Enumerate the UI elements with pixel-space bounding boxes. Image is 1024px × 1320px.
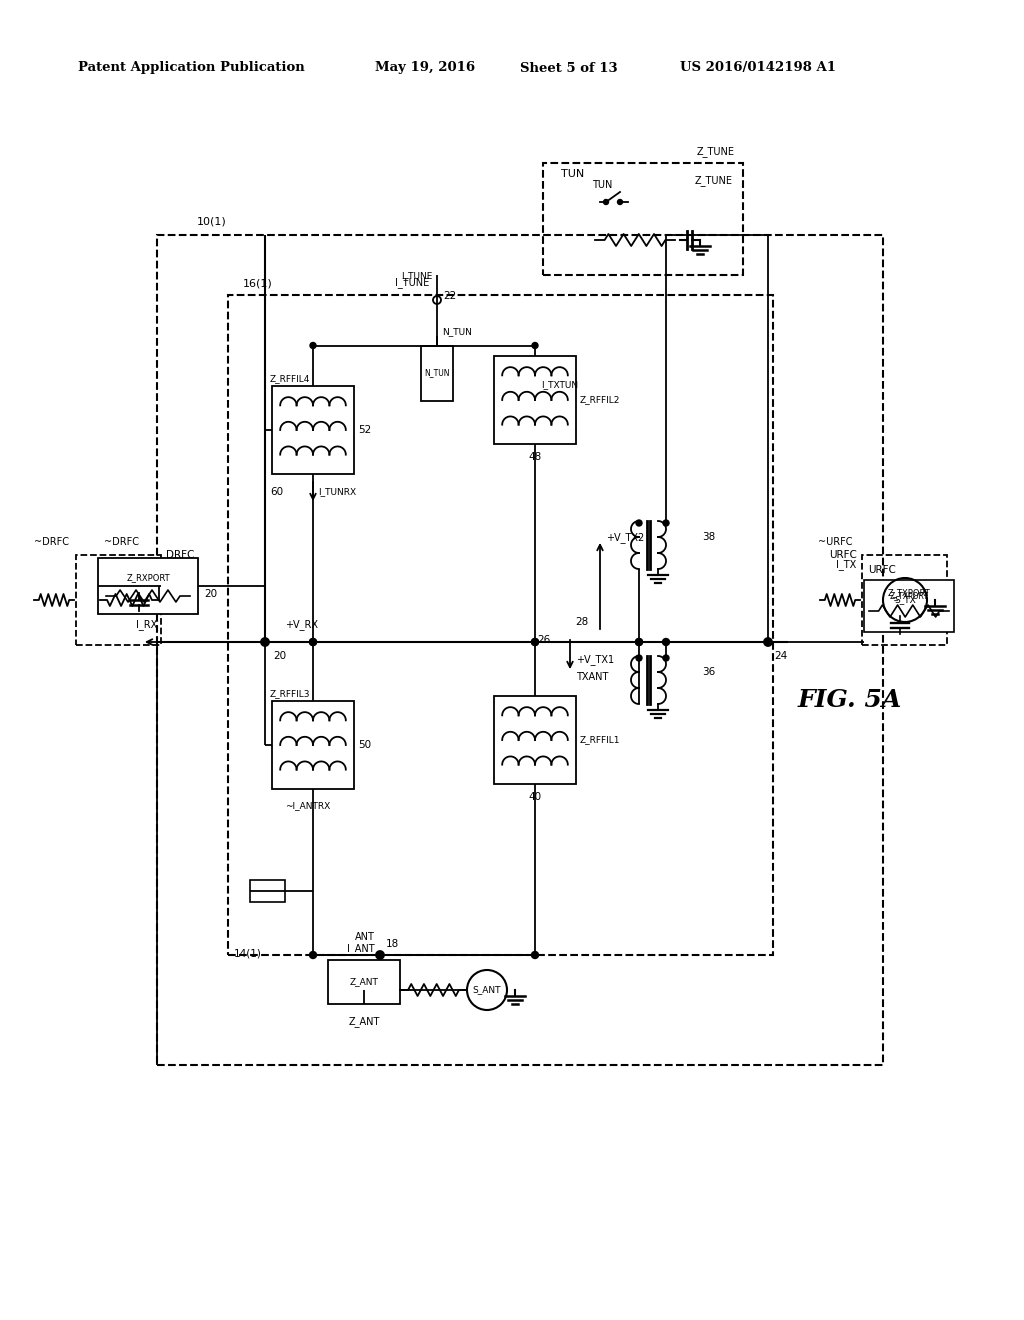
Text: 20: 20 <box>273 651 286 661</box>
Text: S_TX: S_TX <box>894 595 915 605</box>
Text: 48: 48 <box>528 451 542 462</box>
Text: FIG. 5A: FIG. 5A <box>798 688 902 711</box>
Bar <box>157 235 883 1065</box>
Circle shape <box>765 639 771 645</box>
Text: 50: 50 <box>358 741 371 750</box>
Text: Z_RXPORT: Z_RXPORT <box>126 573 170 582</box>
Text: 22: 22 <box>443 290 457 301</box>
Bar <box>421 346 453 400</box>
Text: 36: 36 <box>702 667 715 677</box>
Text: 10(1): 10(1) <box>197 216 226 227</box>
Text: +V_TX2: +V_TX2 <box>606 532 644 544</box>
Text: I_RX: I_RX <box>136 619 158 630</box>
Text: 40: 40 <box>528 792 542 803</box>
Text: 24: 24 <box>774 651 787 661</box>
Text: 26: 26 <box>537 635 550 645</box>
Text: ~URFC: ~URFC <box>818 537 853 546</box>
Text: May 19, 2016: May 19, 2016 <box>375 62 475 74</box>
Text: Z_TXPORT: Z_TXPORT <box>890 591 929 601</box>
Text: S_ANT: S_ANT <box>473 986 502 994</box>
Text: DRFC: DRFC <box>166 550 195 560</box>
Text: 60: 60 <box>270 487 283 498</box>
Text: N_TUN: N_TUN <box>442 327 472 337</box>
Bar <box>494 696 575 784</box>
Text: Z_TUNE: Z_TUNE <box>697 147 735 157</box>
Text: I_TUNE: I_TUNE <box>400 271 432 280</box>
Text: URFC: URFC <box>868 565 896 576</box>
Text: Z_RFFIL4: Z_RFFIL4 <box>270 374 310 383</box>
Bar <box>228 294 773 954</box>
Circle shape <box>531 639 539 645</box>
Text: Z_ANT: Z_ANT <box>348 1016 380 1027</box>
Bar <box>98 558 198 614</box>
Circle shape <box>309 639 316 645</box>
Text: US 2016/0142198 A1: US 2016/0142198 A1 <box>680 62 836 74</box>
Text: 38: 38 <box>702 532 715 543</box>
Circle shape <box>663 520 669 525</box>
Text: TUN: TUN <box>561 169 585 180</box>
Circle shape <box>309 952 316 958</box>
Bar <box>272 385 354 474</box>
Text: TUN: TUN <box>592 180 612 190</box>
Circle shape <box>531 952 539 958</box>
Bar <box>250 880 285 902</box>
Circle shape <box>663 639 670 645</box>
Text: ANT: ANT <box>355 932 375 942</box>
Bar <box>543 162 743 275</box>
Text: Z_RFFIL3: Z_RFFIL3 <box>270 689 310 698</box>
Text: +V_TX1: +V_TX1 <box>575 655 614 665</box>
Text: Z_TUNE: Z_TUNE <box>695 176 733 186</box>
Text: Z_RFFIL1: Z_RFFIL1 <box>580 735 621 744</box>
Text: 14(1): 14(1) <box>234 948 262 958</box>
Circle shape <box>310 342 316 348</box>
Circle shape <box>309 639 316 645</box>
Text: 16(1): 16(1) <box>243 279 272 289</box>
Text: Z_RFFIL2: Z_RFFIL2 <box>580 396 621 404</box>
Text: 18: 18 <box>386 939 399 949</box>
Text: I_ANT: I_ANT <box>347 944 375 954</box>
Circle shape <box>261 639 268 645</box>
Text: N_TUN: N_TUN <box>424 368 450 378</box>
Circle shape <box>636 520 642 525</box>
Bar <box>494 356 575 444</box>
Text: Z_TXPORT: Z_TXPORT <box>888 587 931 597</box>
Bar <box>864 579 954 632</box>
Text: Z_ANT: Z_ANT <box>349 978 379 986</box>
Text: I_TXTUN: I_TXTUN <box>541 380 579 389</box>
Bar <box>272 701 354 789</box>
Text: I_TX: I_TX <box>836 560 856 570</box>
Text: I_TUNE: I_TUNE <box>394 277 429 288</box>
Circle shape <box>663 655 669 661</box>
Text: Sheet 5 of 13: Sheet 5 of 13 <box>520 62 617 74</box>
Text: 52: 52 <box>358 425 372 436</box>
Text: 28: 28 <box>574 616 588 627</box>
Text: Patent Application Publication: Patent Application Publication <box>78 62 305 74</box>
Bar <box>862 554 947 645</box>
Text: I_TUNRX: I_TUNRX <box>318 487 356 496</box>
Text: TXANT: TXANT <box>575 672 608 682</box>
Text: URFC: URFC <box>829 550 857 560</box>
Circle shape <box>377 952 383 958</box>
Text: ~DRFC: ~DRFC <box>34 537 69 546</box>
Text: ~DRFC: ~DRFC <box>104 537 139 546</box>
Circle shape <box>636 655 642 661</box>
Text: ~I_ANTRX: ~I_ANTRX <box>286 801 331 810</box>
Bar <box>76 554 161 645</box>
Text: 20: 20 <box>204 589 217 599</box>
Circle shape <box>636 639 642 645</box>
Bar <box>328 960 400 1005</box>
Circle shape <box>603 199 608 205</box>
Circle shape <box>617 199 623 205</box>
Circle shape <box>636 639 642 645</box>
Circle shape <box>531 639 539 645</box>
Circle shape <box>532 342 538 348</box>
Text: +V_RX: +V_RX <box>285 619 318 630</box>
